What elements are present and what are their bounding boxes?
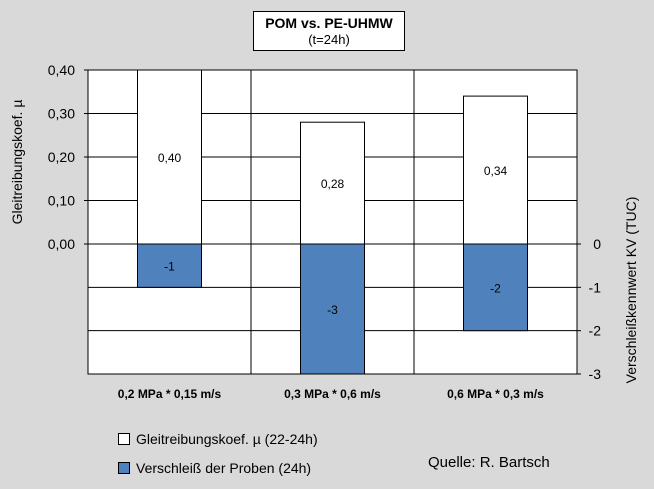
y-tick-label-left: 0,30 <box>48 106 75 122</box>
legend-swatch-blue <box>118 462 130 474</box>
x-tick-label: 0,6 MPa * 0,3 m/s <box>447 387 544 401</box>
source-note: Quelle: R. Bartsch <box>428 454 550 471</box>
bars: 0,40 -1 0,28 -3 0,34 -2 <box>137 69 528 375</box>
legend-item-wear: Verschleiß der Proben (24h) <box>118 460 311 476</box>
bar-friction <box>300 121 365 245</box>
legend-item-friction: Gleitreibungskoef. µ (22-24h) <box>118 431 318 447</box>
y-tick-label-right: 0 <box>593 236 601 252</box>
y-tick-label-left: 0,40 <box>48 62 75 78</box>
bar-wear <box>463 243 528 332</box>
y-tick-label-right: -2 <box>589 323 602 339</box>
y-tick-label-left: 0,10 <box>48 193 75 209</box>
plot-frame <box>87 69 578 375</box>
bar-wear <box>300 243 365 375</box>
y-tick-label-right: -3 <box>589 366 602 382</box>
x-tick-label: 0,3 MPa * 0,6 m/s <box>284 387 381 401</box>
legend-swatch-white <box>118 433 130 445</box>
bar-label-friction: 0,34 <box>484 164 508 178</box>
y-tick-label-right: -1 <box>589 279 602 295</box>
chart-subtitle: (t=24h) <box>308 32 350 47</box>
bar-friction <box>463 95 528 245</box>
bar-label-wear: -3 <box>327 303 338 317</box>
legend-label-wear: Verschleiß der Proben (24h) <box>136 460 312 476</box>
bar-label-friction: 0,28 <box>321 177 345 191</box>
y-axis-label-left: Gleitreibungskoef. µ <box>9 100 25 225</box>
bar-friction <box>137 69 202 245</box>
bar-wear <box>137 243 202 288</box>
y-tick-label-left: 0,00 <box>48 236 75 252</box>
y-axis-label-right: Verschleißkennwert KV (TUC) <box>623 197 639 384</box>
y-tick-label-left: 0,20 <box>48 149 75 165</box>
bar-label-wear: -1 <box>164 260 175 274</box>
chart-title: POM vs. PE-UHMW <box>265 15 393 31</box>
bar-label-wear: -2 <box>490 281 501 295</box>
chart-title-box: POM vs. PE-UHMW (t=24h) <box>253 11 405 51</box>
ticks: 0,2 MPa * 0,15 m/s 0,3 MPa * 0,6 m/s 0,6 M… <box>48 62 601 401</box>
legend-label-friction: Gleitreibungskoef. µ (22-24h) <box>136 431 318 447</box>
bar-label-friction: 0,40 <box>158 151 182 165</box>
x-tick-label: 0,2 MPa * 0,15 m/s <box>118 387 222 401</box>
